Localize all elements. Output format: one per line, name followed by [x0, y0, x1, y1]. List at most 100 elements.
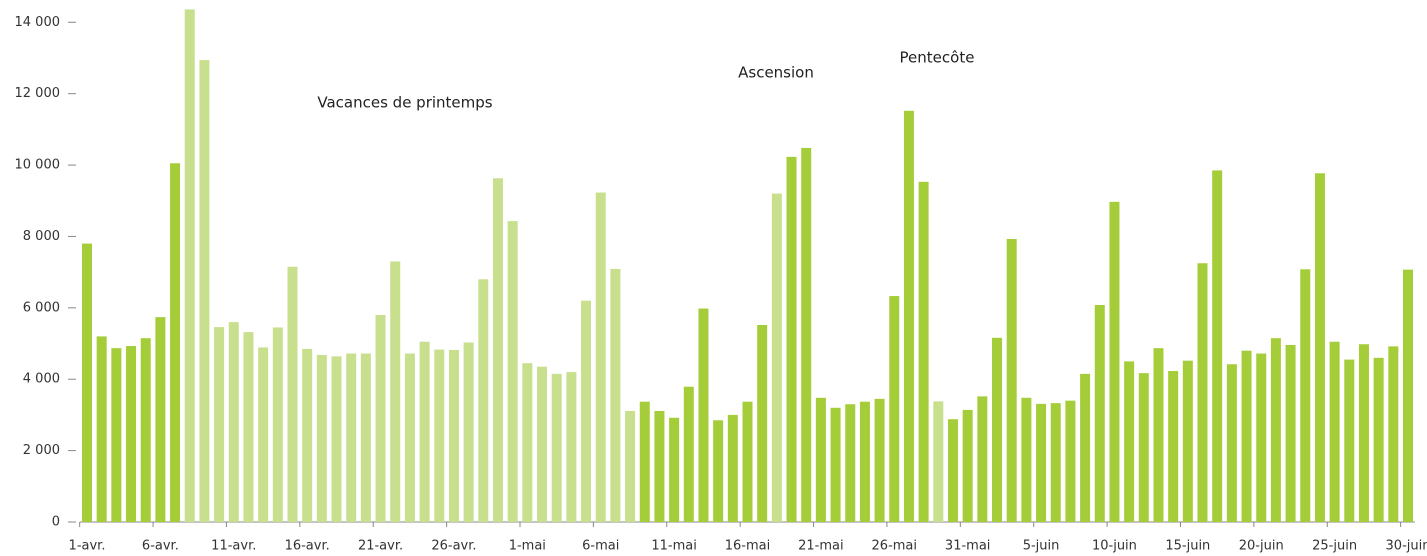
- x-tick-label: 10-juin: [1092, 539, 1137, 554]
- x-tick-label: 30-juin: [1386, 539, 1427, 554]
- bar: [1300, 269, 1311, 522]
- x-tick-label: 21-avr.: [358, 539, 403, 554]
- bar: [566, 372, 577, 522]
- bar: [683, 386, 694, 522]
- bar: [258, 347, 269, 522]
- bar: [977, 396, 988, 522]
- annotation: Pentecôte: [900, 49, 975, 67]
- y-tick-label: 8 000: [23, 229, 60, 244]
- bar: [478, 279, 489, 522]
- bar: [1241, 350, 1252, 522]
- bar: [82, 243, 92, 523]
- bar: [757, 324, 768, 522]
- x-tick-label: 26-mai: [872, 539, 917, 554]
- bar: [918, 181, 929, 522]
- bar: [346, 353, 357, 522]
- bar: [845, 404, 856, 522]
- bar: [1358, 344, 1369, 522]
- annotation: Ascension: [738, 64, 814, 82]
- bar: [1168, 371, 1179, 522]
- x-tick-label: 1-mai: [509, 539, 546, 554]
- bar: [1094, 304, 1105, 522]
- bar: [1138, 373, 1149, 522]
- bar: [1006, 238, 1017, 522]
- bar: [1153, 348, 1164, 522]
- bar: [390, 261, 401, 522]
- bar: [669, 417, 680, 522]
- bar: [507, 221, 518, 523]
- bar: [537, 366, 548, 522]
- x-tick-label: 6-mai: [582, 539, 619, 554]
- bar: [801, 147, 812, 522]
- bar: [581, 300, 592, 522]
- y-tick-label: 6 000: [23, 300, 60, 315]
- bar: [1050, 403, 1061, 522]
- bar: [111, 348, 122, 522]
- x-tick-label: 6-avr.: [142, 539, 179, 554]
- bar: [287, 266, 298, 522]
- bar: [1388, 346, 1399, 522]
- x-tick-label: 16-mai: [725, 539, 770, 554]
- bar: [1124, 361, 1135, 522]
- bar: [1285, 344, 1296, 522]
- bar: [126, 346, 137, 522]
- bar: [639, 401, 650, 522]
- bar: [155, 317, 166, 522]
- bar: [610, 268, 621, 522]
- bar: [170, 163, 181, 523]
- x-tick-label: 15-juin: [1165, 539, 1210, 554]
- bar: [713, 420, 724, 522]
- bar: [742, 401, 753, 522]
- bar: [992, 337, 1003, 522]
- annotation: Vacances de printemps: [317, 94, 492, 112]
- bar: [1182, 360, 1193, 522]
- bar: [889, 296, 900, 522]
- bar: [214, 327, 225, 522]
- bar: [316, 354, 327, 522]
- bar: [331, 356, 342, 522]
- bar: [727, 414, 738, 522]
- bar: [815, 397, 826, 522]
- bar: [1270, 338, 1281, 522]
- bar: [492, 178, 503, 522]
- bar: [434, 349, 445, 522]
- bar: [1344, 359, 1355, 522]
- bar: [698, 308, 709, 522]
- x-tick-label: 25-juin: [1312, 539, 1357, 554]
- bar: [419, 341, 430, 522]
- y-tick-label: 4 000: [23, 372, 60, 387]
- x-tick-label: 31-mai: [945, 539, 990, 554]
- bar: [199, 60, 210, 522]
- y-tick-label: 0: [52, 515, 60, 530]
- x-tick-label: 5-juin: [1023, 539, 1060, 554]
- bar: [404, 353, 415, 522]
- x-tick-label: 20-juin: [1239, 539, 1284, 554]
- x-tick-label: 11-avr.: [211, 539, 256, 554]
- bar: [786, 156, 797, 523]
- bar: [947, 419, 958, 522]
- bar: [522, 363, 533, 522]
- y-tick-label: 14 000: [15, 15, 61, 30]
- bar: [140, 338, 151, 522]
- x-tick-label: 11-mai: [651, 539, 696, 554]
- bar: [1197, 263, 1208, 522]
- bar: [1065, 400, 1076, 522]
- y-tick-label: 2 000: [23, 443, 60, 458]
- bar: [1403, 269, 1413, 522]
- y-tick-label: 12 000: [15, 86, 61, 101]
- bar: [1373, 357, 1384, 522]
- bar: [1314, 173, 1325, 523]
- x-tick-label: 21-mai: [798, 539, 843, 554]
- bar: [360, 353, 371, 522]
- bar: [96, 336, 107, 522]
- bar: [1329, 341, 1340, 522]
- bar: [243, 332, 254, 522]
- bar: [302, 348, 313, 522]
- x-tick-label: 16-avr.: [285, 539, 330, 554]
- bar: [625, 410, 636, 522]
- bar: [551, 373, 562, 522]
- bar: [771, 193, 782, 522]
- bar: [184, 9, 195, 522]
- bar: [228, 322, 239, 522]
